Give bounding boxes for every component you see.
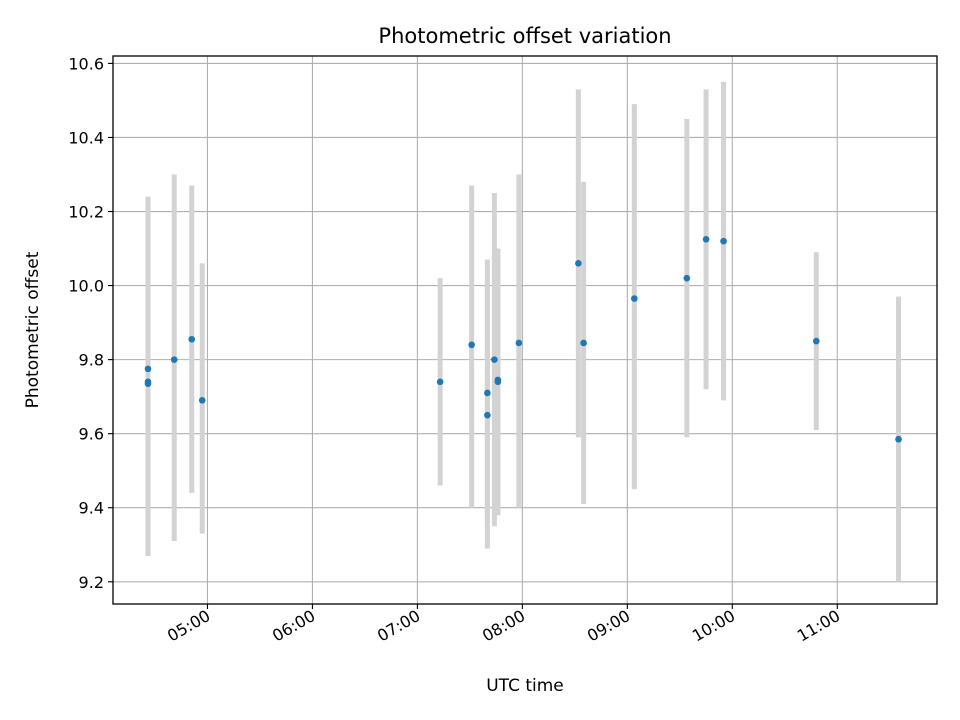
- data-point: [188, 335, 196, 343]
- y-tick-label: 10.4: [68, 128, 104, 147]
- chart-title: Photometric offset variation: [378, 24, 671, 48]
- data-points: [144, 235, 902, 443]
- data-point: [198, 397, 206, 404]
- y-tick-label: 10.6: [68, 54, 104, 73]
- y-tick-label: 9.2: [79, 573, 104, 592]
- data-point: [895, 435, 902, 443]
- data-point: [468, 341, 475, 349]
- y-tick-label: 10.0: [68, 277, 104, 296]
- y-tick-label: 9.4: [79, 499, 104, 518]
- y-tick-label: 10.2: [68, 203, 104, 222]
- y-axis-title: Photometric offset: [23, 251, 43, 408]
- data-point: [580, 339, 587, 347]
- data-point: [491, 356, 498, 363]
- data-point: [170, 356, 178, 363]
- data-point: [144, 365, 152, 373]
- data-point: [683, 274, 691, 282]
- data-point: [720, 237, 727, 245]
- plot-frame: [112, 55, 938, 605]
- data-point: [631, 295, 638, 302]
- data-point: [484, 389, 491, 397]
- data-point: [144, 380, 152, 387]
- data-point: [484, 411, 491, 419]
- grid: [113, 56, 937, 604]
- y-tick-label: 9.8: [79, 351, 104, 370]
- data-point: [575, 260, 582, 267]
- data-point: [812, 337, 820, 345]
- data-point: [436, 378, 444, 386]
- x-axis-title: UTC time: [486, 676, 564, 696]
- y-tick-label: 9.6: [79, 425, 104, 444]
- data-point: [494, 378, 502, 386]
- data-point: [515, 339, 523, 347]
- data-point: [702, 235, 710, 243]
